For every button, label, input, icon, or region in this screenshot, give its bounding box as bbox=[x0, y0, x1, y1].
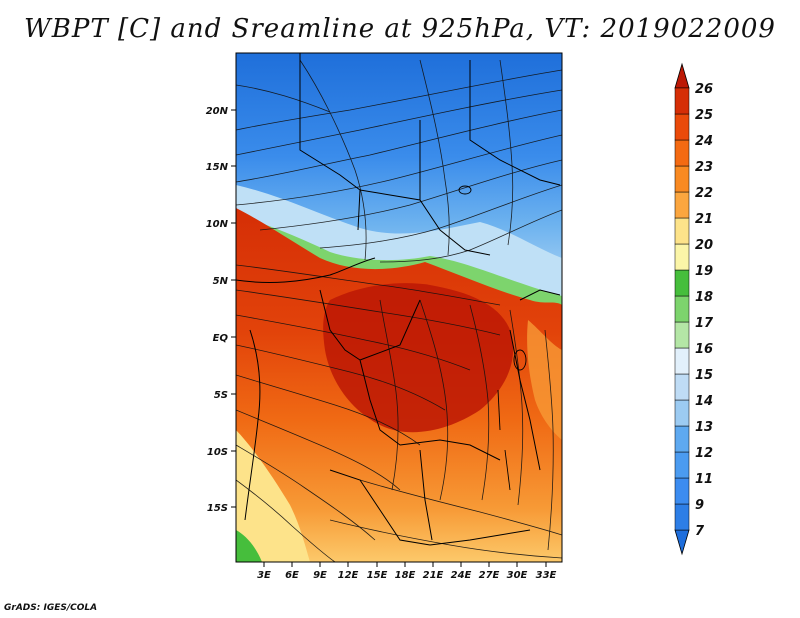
lat-label-20n: 20N bbox=[206, 106, 229, 117]
colorbar-label: 7 bbox=[695, 524, 705, 539]
lat-label-10n: 10N bbox=[206, 219, 229, 230]
colorbar-segment bbox=[674, 243, 690, 271]
map-title: WBPT [C] and Sreamline at 925hPa, VT: 20… bbox=[24, 14, 776, 44]
lon-label-15e: 15E bbox=[367, 570, 388, 581]
colorbar-segment bbox=[674, 399, 690, 427]
lat-axis: 20N 15N 10N 5N EQ 5S 10S 15S bbox=[206, 106, 236, 514]
colorbar-label: 19 bbox=[695, 264, 713, 279]
lon-label-3e: 3E bbox=[257, 570, 271, 581]
eastern-highlands bbox=[527, 320, 562, 440]
colorbar-label: 24 bbox=[695, 134, 713, 149]
colorbar-label: 23 bbox=[695, 160, 713, 175]
colorbar-label: 13 bbox=[695, 420, 713, 435]
lon-label-18e: 18E bbox=[395, 570, 416, 581]
lon-label-33e: 33E bbox=[536, 570, 557, 581]
colorbar-segment bbox=[674, 347, 690, 375]
lon-label-30e: 30E bbox=[507, 570, 528, 581]
colorbar-label: 15 bbox=[695, 368, 713, 383]
lat-label-5n: 5N bbox=[213, 276, 229, 287]
colorbar-segment bbox=[674, 217, 690, 245]
colorbar-segment bbox=[674, 321, 690, 349]
lat-label-15s: 15S bbox=[207, 503, 228, 514]
colorbar-segment bbox=[674, 503, 690, 531]
colorbar: 7 9 11 12 13 14 15 16 17 18 19 20 21 22 23 24 25 26 bbox=[674, 62, 714, 556]
colorbar-label: 26 bbox=[695, 82, 713, 97]
country-borders bbox=[236, 53, 561, 546]
hot-core bbox=[323, 283, 514, 433]
lon-label-24e: 24E bbox=[451, 570, 472, 581]
colorbar-label: 11 bbox=[695, 472, 713, 487]
colorbar-arrow-top bbox=[674, 62, 690, 89]
map-frame bbox=[235, 52, 563, 563]
colorbar-label: 20 bbox=[695, 238, 713, 253]
cool-southwest bbox=[236, 430, 310, 562]
lakes bbox=[458, 185, 527, 491]
colorbar-segment bbox=[674, 425, 690, 453]
colorbar-label: 14 bbox=[695, 394, 713, 409]
lon-axis: 3E 6E 9E 12E 15E 18E 21E 24E 27E 30E 33E bbox=[257, 562, 557, 581]
colorbar-label: 22 bbox=[695, 186, 713, 201]
lat-label-eq: EQ bbox=[213, 333, 229, 344]
colorbar-segment bbox=[674, 373, 690, 401]
lon-label-12e: 12E bbox=[338, 570, 359, 581]
colorbar-segment bbox=[674, 87, 690, 115]
lat-label-5s: 5S bbox=[214, 390, 228, 401]
lat-label-10s: 10S bbox=[207, 447, 228, 458]
lon-label-6e: 6E bbox=[285, 570, 299, 581]
green-patch bbox=[236, 530, 262, 562]
colorbar-label: 18 bbox=[695, 290, 713, 305]
colorbar-segment bbox=[674, 113, 690, 141]
lon-label-9e: 9E bbox=[313, 570, 327, 581]
lon-label-21e: 21E bbox=[423, 570, 444, 581]
colorbar-label: 21 bbox=[695, 212, 713, 227]
map-panel bbox=[236, 53, 562, 562]
credit-text: GrADS: IGES/COLA bbox=[4, 603, 98, 613]
colorbar-segment bbox=[674, 295, 690, 323]
lon-label-27e: 27E bbox=[479, 570, 500, 581]
colorbar-label: 16 bbox=[695, 342, 713, 357]
colorbar-segment bbox=[674, 269, 690, 297]
colorbar-label: 17 bbox=[695, 316, 714, 331]
colorbar-label: 12 bbox=[695, 446, 713, 461]
streamlines bbox=[236, 59, 562, 562]
lat-label-15n: 15N bbox=[206, 162, 229, 173]
colorbar-segment bbox=[674, 191, 690, 219]
colorbar-label: 25 bbox=[695, 108, 713, 123]
colorbar-arrow-bottom bbox=[674, 529, 690, 556]
colorbar-segment bbox=[674, 451, 690, 479]
colorbar-segment bbox=[674, 165, 690, 193]
colorbar-segment bbox=[674, 139, 690, 167]
colorbar-label: 9 bbox=[695, 498, 704, 513]
colorbar-segment bbox=[674, 477, 690, 505]
